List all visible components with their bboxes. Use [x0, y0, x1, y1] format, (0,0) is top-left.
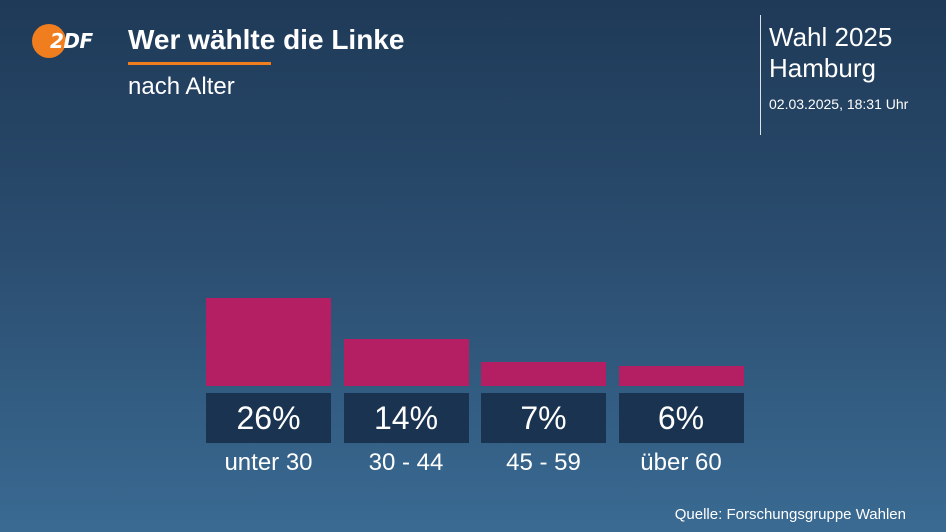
bar-3 — [618, 365, 744, 386]
election-label: Wahl 2025 — [769, 22, 893, 52]
title-underline — [128, 62, 271, 65]
category-label-0: unter 30 — [224, 449, 313, 476]
value-label-3: 6% — [618, 393, 744, 443]
source-note: Quelle: Forschungsgruppe Wahlen — [674, 506, 906, 523]
value-label-0: 26% — [206, 393, 331, 443]
bar-0 — [206, 298, 331, 386]
category-label-1: 30 - 44 — [368, 449, 444, 476]
category-label-2: 45 - 59 — [506, 449, 581, 476]
zdf-logo-circle — [32, 24, 66, 58]
chart-subtitle: nach Alter — [128, 73, 235, 100]
value-label-2: 7% — [481, 393, 606, 443]
zdf-logo: 2DF — [32, 24, 102, 58]
timestamp: 02.03.2025, 18:31 Uhr — [769, 96, 909, 112]
zdf-logo-text: 2DF — [50, 29, 93, 53]
category-label-3: über 60 — [640, 449, 722, 476]
header-divider — [760, 15, 761, 135]
value-label-1: 14% — [343, 393, 469, 443]
bar-1 — [343, 338, 469, 386]
chart-title: Wer wählte die Linke — [128, 24, 405, 55]
place-label: Hamburg — [769, 53, 876, 83]
bar-2 — [481, 362, 606, 386]
